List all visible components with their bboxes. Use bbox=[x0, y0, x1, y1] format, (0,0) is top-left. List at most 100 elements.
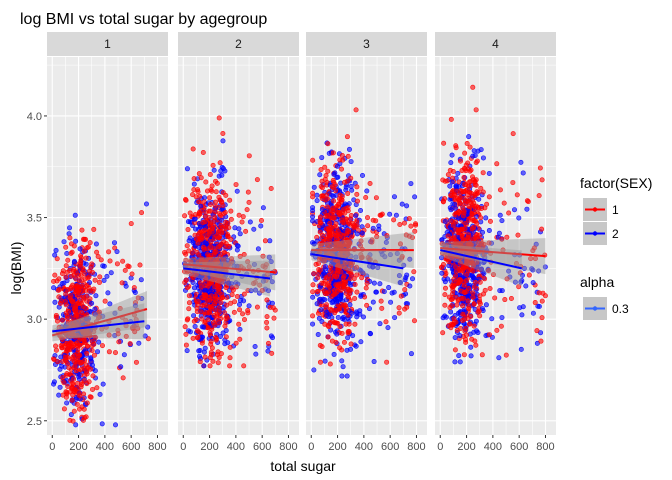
data-point-sex-2 bbox=[348, 282, 354, 288]
data-point-sex-1 bbox=[202, 354, 208, 360]
data-point-sex-1 bbox=[484, 201, 490, 207]
data-point-sex-1 bbox=[451, 276, 457, 282]
data-point-sex-1 bbox=[537, 165, 543, 171]
data-point-sex-1 bbox=[397, 222, 403, 228]
data-point-sex-1 bbox=[347, 288, 353, 294]
data-point-sex-1 bbox=[119, 280, 125, 286]
data-point-sex-1 bbox=[81, 248, 87, 254]
data-point-sex-1 bbox=[316, 270, 322, 276]
data-point-sex-1 bbox=[324, 204, 330, 210]
data-point-sex-1 bbox=[469, 226, 475, 232]
data-point-sex-2 bbox=[392, 315, 398, 321]
data-point-sex-2 bbox=[354, 231, 360, 237]
data-point-sex-1 bbox=[59, 298, 65, 304]
data-point-sex-1 bbox=[477, 279, 483, 285]
data-point-sex-1 bbox=[539, 177, 545, 183]
legend-group-1: factor(SEX) 1 2 bbox=[580, 175, 652, 245]
data-point-sex-2 bbox=[349, 310, 355, 316]
gridlines bbox=[47, 57, 168, 435]
data-point-sex-1 bbox=[186, 306, 192, 312]
data-point-sex-2 bbox=[108, 270, 114, 276]
data-point-sex-2 bbox=[332, 170, 338, 176]
data-point-sex-2 bbox=[410, 276, 416, 282]
data-point-sex-2 bbox=[452, 335, 458, 341]
data-point-sex-1 bbox=[84, 350, 90, 356]
data-point-sex-1 bbox=[452, 347, 458, 353]
data-point-sex-1 bbox=[466, 195, 472, 201]
data-point-sex-1 bbox=[540, 290, 546, 296]
data-point-sex-1 bbox=[207, 363, 213, 369]
data-point-sex-2 bbox=[145, 324, 151, 330]
data-point-sex-1 bbox=[457, 200, 463, 206]
data-point-sex-1 bbox=[441, 140, 447, 146]
data-point-sex-2 bbox=[358, 339, 364, 345]
data-point-sex-1 bbox=[212, 215, 218, 221]
data-point-sex-1 bbox=[86, 268, 92, 274]
data-point-sex-1 bbox=[466, 183, 472, 189]
confidence-band-sex-2 bbox=[52, 303, 145, 340]
data-point-sex-1 bbox=[97, 314, 103, 320]
data-point-sex-1 bbox=[84, 400, 90, 406]
data-point-sex-1 bbox=[210, 358, 216, 364]
data-point-sex-2 bbox=[339, 373, 345, 379]
data-point-sex-2 bbox=[317, 172, 323, 178]
data-point-sex-1 bbox=[355, 198, 361, 204]
data-point-sex-1 bbox=[131, 285, 137, 291]
data-point-sex-2 bbox=[339, 358, 345, 364]
data-point-sex-1 bbox=[525, 199, 531, 205]
data-point-sex-1 bbox=[199, 316, 205, 322]
data-point-sex-1 bbox=[222, 323, 228, 329]
data-point-sex-2 bbox=[237, 302, 243, 308]
data-point-sex-1 bbox=[323, 302, 329, 308]
data-point-sex-1 bbox=[228, 208, 234, 214]
data-point-sex-1 bbox=[133, 359, 139, 365]
data-point-sex-1 bbox=[96, 279, 102, 285]
data-point-sex-2 bbox=[51, 379, 57, 385]
data-point-sex-1 bbox=[340, 209, 346, 215]
data-point-sex-1 bbox=[217, 234, 223, 240]
data-point-sex-1 bbox=[182, 279, 188, 285]
data-point-sex-2 bbox=[348, 159, 354, 165]
data-point-sex-2 bbox=[57, 366, 63, 372]
data-point-sex-2 bbox=[52, 252, 58, 258]
data-point-sex-2 bbox=[314, 192, 320, 198]
x-axis-1: 0 200 400 600 800 bbox=[49, 435, 167, 453]
data-point-sex-2 bbox=[445, 276, 451, 282]
data-point-sex-1 bbox=[91, 226, 97, 232]
data-point-sex-2 bbox=[97, 391, 103, 397]
data-point-sex-2 bbox=[99, 421, 105, 427]
data-point-sex-1 bbox=[539, 226, 545, 232]
data-point-sex-2 bbox=[530, 280, 536, 286]
data-point-sex-1 bbox=[223, 334, 229, 340]
data-point-sex-1 bbox=[200, 220, 206, 226]
data-point-sex-2 bbox=[371, 359, 377, 365]
data-point-sex-2 bbox=[310, 218, 316, 224]
data-point-sex-2 bbox=[371, 280, 377, 286]
data-point-sex-1 bbox=[225, 243, 231, 249]
data-point-sex-2 bbox=[358, 293, 364, 299]
data-point-sex-2 bbox=[73, 238, 79, 244]
data-point-sex-1 bbox=[325, 334, 331, 340]
data-point-sex-2 bbox=[270, 335, 276, 341]
data-point-sex-1 bbox=[106, 249, 112, 255]
data-point-sex-1 bbox=[413, 221, 419, 227]
data-point-sex-1 bbox=[457, 267, 463, 273]
data-point-sex-1 bbox=[65, 343, 71, 349]
data-point-sex-2 bbox=[408, 351, 414, 357]
data-point-sex-1 bbox=[196, 199, 202, 205]
data-point-sex-2 bbox=[340, 364, 346, 370]
data-point-sex-2 bbox=[66, 231, 72, 237]
data-point-sex-2 bbox=[483, 215, 489, 221]
data-point-sex-2 bbox=[360, 172, 366, 178]
data-point-sex-2 bbox=[449, 179, 455, 185]
data-point-sex-2 bbox=[530, 310, 536, 316]
data-point-sex-1 bbox=[473, 107, 479, 113]
data-point-sex-1 bbox=[466, 204, 472, 210]
data-point-sex-1 bbox=[534, 328, 540, 334]
data-point-sex-2 bbox=[121, 352, 127, 358]
data-point-sex-1 bbox=[341, 273, 347, 279]
data-point-sex-1 bbox=[456, 209, 462, 215]
data-point-sex-2 bbox=[104, 273, 110, 279]
data-point-sex-1 bbox=[478, 185, 484, 191]
